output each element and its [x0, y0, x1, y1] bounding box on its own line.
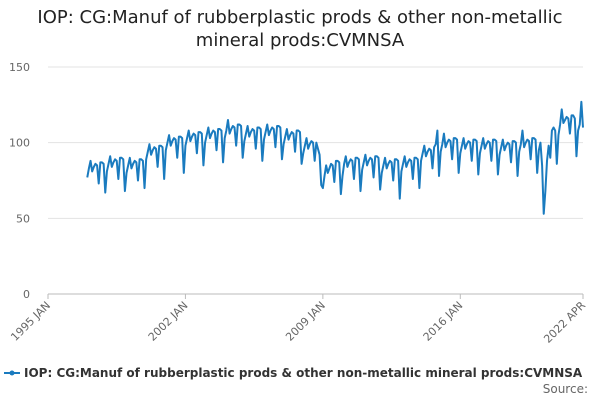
source: Source: — [543, 382, 588, 396]
x-tick-label: 1995 JAN — [8, 299, 53, 344]
x-tick-label: 2016 JAN — [421, 299, 466, 344]
x-tick-label: 2022 APR — [541, 299, 588, 346]
y-tick-label: 50 — [16, 212, 30, 225]
y-tick-label: 0 — [23, 288, 30, 301]
x-tick-label: 2009 JAN — [283, 299, 328, 344]
x-tick-label: 2002 JAN — [146, 299, 191, 344]
y-tick-label: 100 — [9, 137, 30, 150]
y-tick-label: 150 — [9, 61, 30, 74]
chart-title: IOP: CG:Manuf of rubberplastic prods & o… — [37, 7, 563, 51]
data-line — [86, 100, 584, 215]
legend-marker — [9, 370, 15, 376]
legend-label: IOP: CG:Manuf of rubberplastic prods & o… — [24, 366, 583, 380]
